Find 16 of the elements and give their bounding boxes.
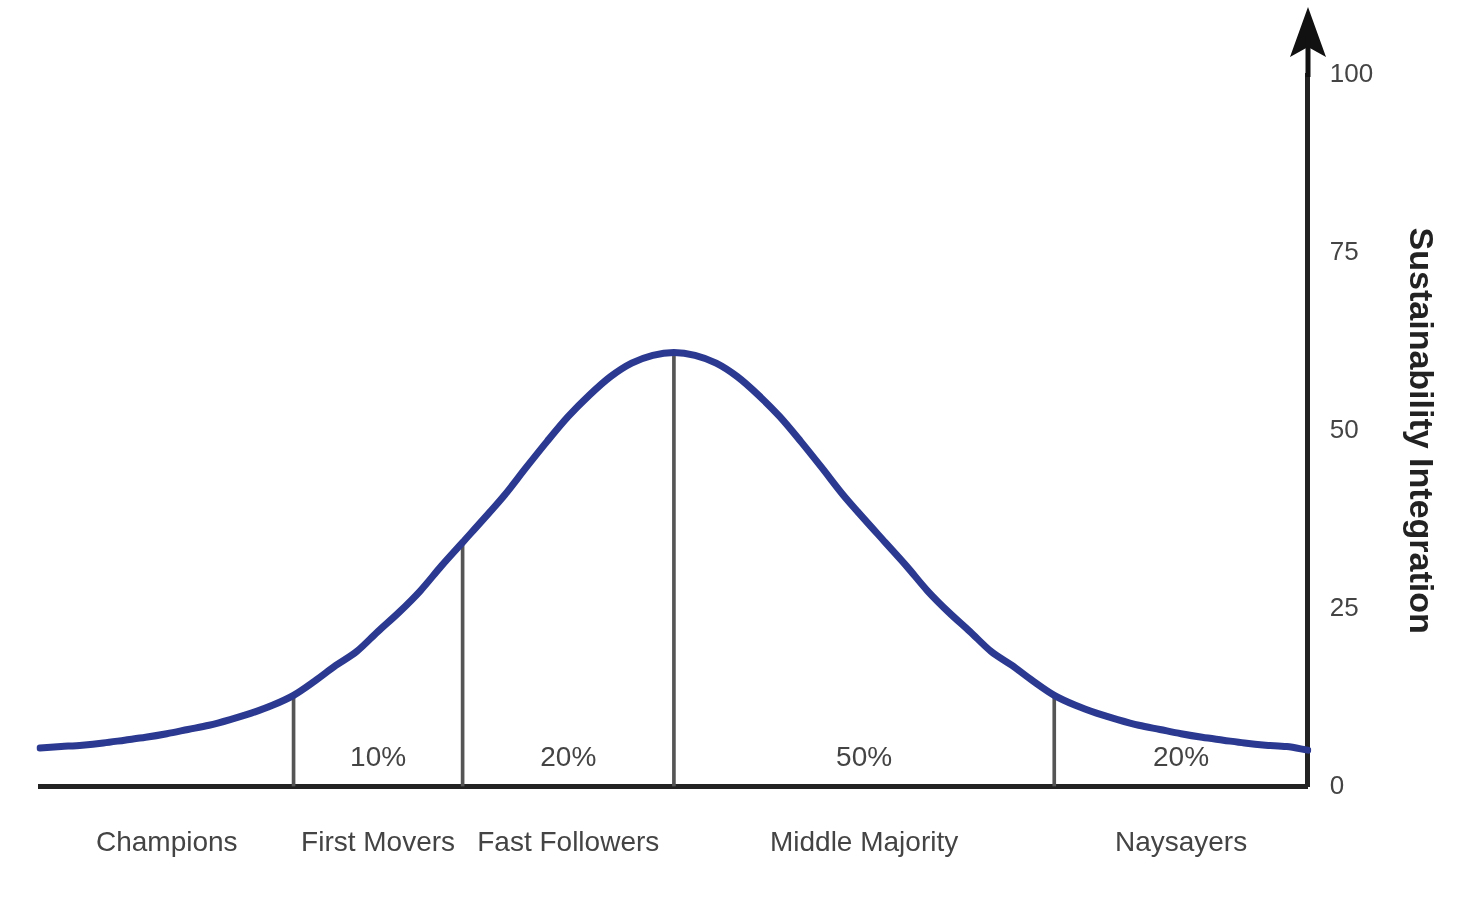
annotation: 10% bbox=[350, 741, 407, 773]
bar bbox=[1052, 695, 1057, 787]
y-tick-label: 50 bbox=[1329, 413, 1359, 444]
x-tick-label: Champions bbox=[95, 825, 238, 857]
annotation: 20% bbox=[540, 741, 597, 773]
x-tick-label: Middle Majority bbox=[769, 825, 959, 857]
y-tick-label: 25 bbox=[1329, 591, 1359, 622]
annotation: 50% bbox=[836, 741, 893, 773]
x-tick-label: Naysayers bbox=[1114, 825, 1248, 857]
y-tick-label: 0 bbox=[1329, 769, 1345, 800]
y-tick-label: 100 bbox=[1329, 58, 1374, 89]
x-tick-label: First Movers bbox=[301, 825, 456, 857]
y-axis-title: Sustainability Integration bbox=[1403, 227, 1442, 634]
x-tick-label: Fast Followers bbox=[477, 825, 660, 857]
y-tick-label: 75 bbox=[1329, 236, 1359, 267]
annotation: 20% bbox=[1153, 741, 1210, 773]
